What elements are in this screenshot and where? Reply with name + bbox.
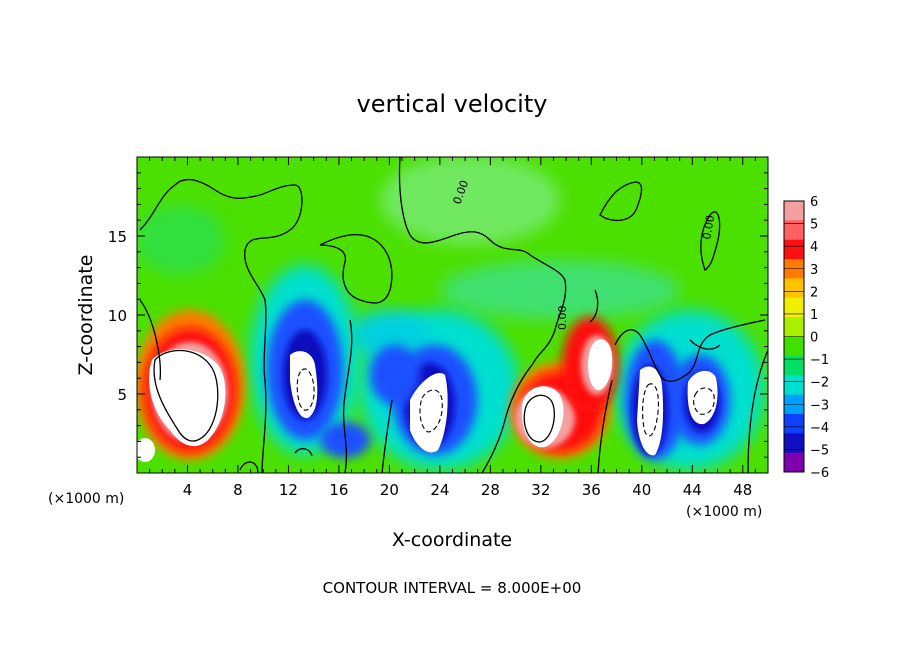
colorbar-tick-label: 6 (810, 195, 818, 210)
field-updraft-core (521, 386, 564, 448)
field-negative-zone (350, 310, 430, 360)
colorbar-swatch (784, 239, 804, 260)
x-tick-label: 24 (430, 481, 449, 499)
colorbar-swatch (784, 375, 804, 396)
colorbar-swatch (784, 201, 804, 221)
x-tick-label: 28 (481, 481, 500, 499)
x-tick-label: 20 (380, 481, 399, 499)
field-updraft-core (137, 438, 155, 462)
colorbar-swatch (784, 452, 804, 473)
contour-label: 0.00 (700, 214, 717, 240)
x-axis-ticks: 4 8 12 16 20 24 28 32 36 40 44 48 (149, 157, 756, 499)
colorbar-tick-label: −2 (810, 376, 829, 391)
x-tick-label: 32 (531, 481, 550, 499)
x-tick-label: 44 (683, 481, 702, 499)
contour-label: 0.00 (556, 306, 569, 331)
x-axis-label: X-coordinate (392, 529, 512, 551)
negative-contours (296, 368, 715, 437)
colorbar-tick-label: −1 (810, 353, 829, 368)
colorbar-tick-label: −3 (810, 398, 829, 413)
contour-interval-note: CONTOUR INTERVAL = 8.000E+00 (323, 579, 582, 597)
x-tick-label: 16 (329, 481, 348, 499)
x-tick-label: 36 (582, 481, 601, 499)
colorbar-tick-label: 1 (810, 308, 818, 323)
x-right-multiplier: (×1000 m) (686, 504, 762, 520)
colorbar-tick-label: 0 (810, 331, 818, 346)
x-tick-label: 8 (233, 481, 243, 499)
colorbar-tick-label: 2 (810, 285, 818, 300)
x-left-multiplier: (×1000 m) (48, 491, 124, 507)
field-light-area (440, 260, 680, 320)
colorbar-swatch (784, 336, 804, 357)
x-tick-label: 40 (632, 481, 651, 499)
z-tick-label: 10 (108, 307, 127, 325)
colorbar-tick-label: −6 (810, 466, 829, 481)
x-tick-label: 4 (183, 481, 193, 499)
field-downdraft-core (290, 351, 318, 419)
colorbar-tick-label: 4 (810, 240, 818, 255)
colorbar: 6 5 4 3 2 1 0 −1 −2 −3 −4 −5 −6 (783, 195, 829, 481)
zero-contours (139, 157, 768, 473)
chart-title: vertical velocity (357, 90, 548, 118)
colorbar-swatch (784, 433, 804, 454)
field-updraft-core (149, 349, 226, 447)
x-tick-label: 12 (279, 481, 298, 499)
colorbar-swatch (784, 297, 804, 318)
colorbar-swatch (784, 220, 804, 241)
colorbar-tick-label: −4 (810, 421, 829, 436)
z-tick-label: 5 (117, 386, 127, 404)
heatmap-field: 0.00 0.00 0.00 (137, 157, 768, 473)
colorbar-swatch (784, 413, 804, 434)
x-tick-label: 48 (733, 481, 752, 499)
colorbar-tick-label: 5 (810, 218, 818, 233)
z-tick-label: 15 (108, 228, 127, 246)
field-light-area (380, 157, 560, 245)
field-light-area (137, 205, 225, 275)
z-axis-label: Z-coordinate (75, 255, 97, 376)
colorbar-swatch (784, 355, 804, 376)
field-updraft-core (588, 339, 613, 391)
field-downdraft-core (410, 372, 448, 453)
colorbar-tick-label: 3 (810, 263, 818, 278)
colorbar-swatch (784, 317, 804, 337)
field-downdraft (370, 345, 420, 405)
colorbar-swatch (784, 278, 804, 299)
z-axis-ticks: 5 10 15 (108, 172, 768, 458)
colorbar-tick-label: −5 (810, 443, 829, 458)
